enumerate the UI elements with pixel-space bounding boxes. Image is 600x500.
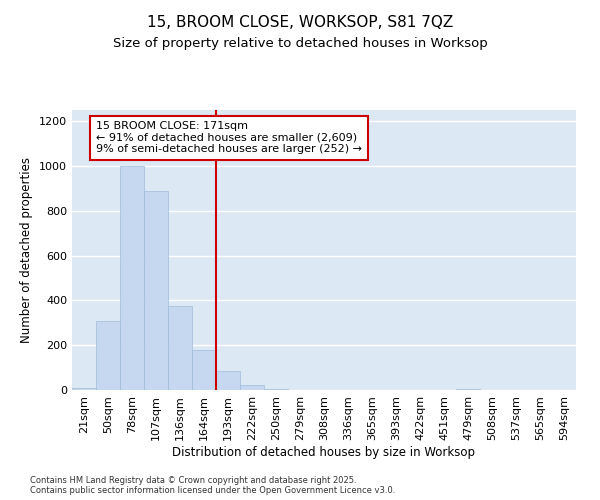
Bar [216,371,240,390]
Bar [168,306,192,390]
Text: Contains HM Land Registry data © Crown copyright and database right 2025.
Contai: Contains HM Land Registry data © Crown c… [30,476,395,495]
Text: Size of property relative to detached houses in Worksop: Size of property relative to detached ho… [113,38,487,51]
Text: 15, BROOM CLOSE, WORKSOP, S81 7QZ: 15, BROOM CLOSE, WORKSOP, S81 7QZ [147,15,453,30]
Bar [96,320,120,390]
Bar [456,389,480,390]
Bar [192,350,216,390]
Bar [120,166,144,390]
Bar [144,190,168,390]
X-axis label: Distribution of detached houses by size in Worksop: Distribution of detached houses by size … [173,446,476,458]
Bar [240,385,264,390]
Y-axis label: Number of detached properties: Number of detached properties [20,157,34,343]
Text: 15 BROOM CLOSE: 171sqm
← 91% of detached houses are smaller (2,609)
9% of semi-d: 15 BROOM CLOSE: 171sqm ← 91% of detached… [96,121,362,154]
Bar [264,389,288,390]
Bar [72,388,96,390]
